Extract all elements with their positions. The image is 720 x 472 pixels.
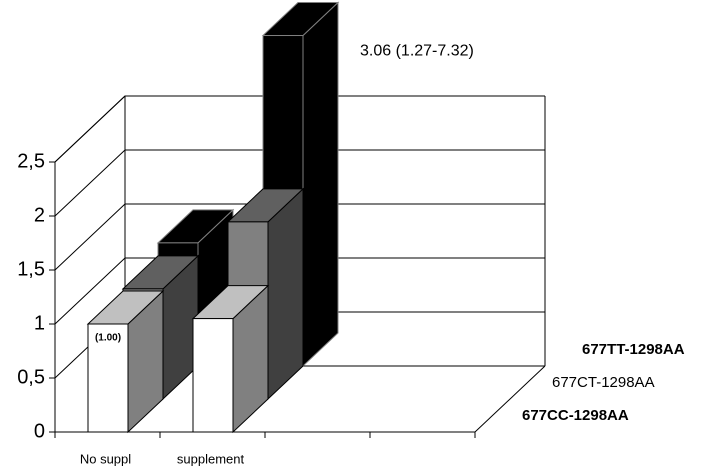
legend-label: 677CC-1298AA <box>522 407 629 424</box>
x-tick-label: No suppl <box>80 451 131 466</box>
grid-line <box>54 149 545 217</box>
data-label: 3.06 (1.27-7.32) <box>360 43 474 60</box>
grid-line <box>54 95 545 163</box>
data-label: (1.00) <box>95 333 121 344</box>
y-tick-label: 2 <box>34 204 45 226</box>
y-tick-label: 2,5 <box>17 150 45 172</box>
x-tick-label: supplement <box>177 451 245 466</box>
grid-line <box>54 257 545 325</box>
bar <box>192 318 234 433</box>
floor-right <box>474 365 546 433</box>
legend-label: 677CT-1298AA <box>552 374 655 391</box>
y-tick-label: 1,5 <box>17 258 45 280</box>
y-tick-label: 1 <box>34 312 45 334</box>
y-tick-label: 0 <box>34 420 45 442</box>
bar <box>87 323 129 433</box>
bar-side <box>302 1 339 368</box>
grid-line <box>54 203 545 271</box>
legend-label: 677TT-1298AA <box>582 341 685 358</box>
bar-side <box>267 187 304 401</box>
y-tick-label: 0,5 <box>17 366 45 388</box>
